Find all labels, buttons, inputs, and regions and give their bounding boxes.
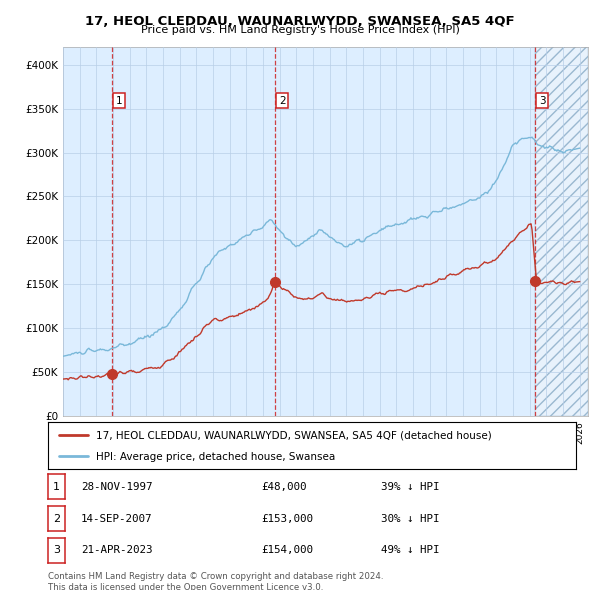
Text: £154,000: £154,000 [261,546,313,555]
Text: 3: 3 [53,546,60,555]
Text: 49% ↓ HPI: 49% ↓ HPI [381,546,439,555]
Text: 28-NOV-1997: 28-NOV-1997 [81,482,152,491]
Text: 2: 2 [279,96,286,106]
Text: 14-SEP-2007: 14-SEP-2007 [81,514,152,523]
Text: 21-APR-2023: 21-APR-2023 [81,546,152,555]
Bar [535,47,588,416]
Text: £48,000: £48,000 [261,482,307,491]
Text: £153,000: £153,000 [261,514,313,523]
Text: 3: 3 [539,96,545,106]
Text: 1: 1 [116,96,122,106]
Text: This data is licensed under the Open Government Licence v3.0.: This data is licensed under the Open Gov… [48,583,323,590]
Text: 17, HEOL CLEDDAU, WAUNARLWYDD, SWANSEA, SA5 4QF (detached house): 17, HEOL CLEDDAU, WAUNARLWYDD, SWANSEA, … [95,430,491,440]
Text: 1: 1 [53,482,60,491]
Text: HPI: Average price, detached house, Swansea: HPI: Average price, detached house, Swan… [95,452,335,462]
Text: 17, HEOL CLEDDAU, WAUNARLWYDD, SWANSEA, SA5 4QF: 17, HEOL CLEDDAU, WAUNARLWYDD, SWANSEA, … [85,15,515,28]
Text: 2: 2 [53,514,60,523]
Text: Contains HM Land Registry data © Crown copyright and database right 2024.: Contains HM Land Registry data © Crown c… [48,572,383,581]
Text: Price paid vs. HM Land Registry's House Price Index (HPI): Price paid vs. HM Land Registry's House … [140,25,460,35]
Text: 39% ↓ HPI: 39% ↓ HPI [381,482,439,491]
Text: 30% ↓ HPI: 30% ↓ HPI [381,514,439,523]
